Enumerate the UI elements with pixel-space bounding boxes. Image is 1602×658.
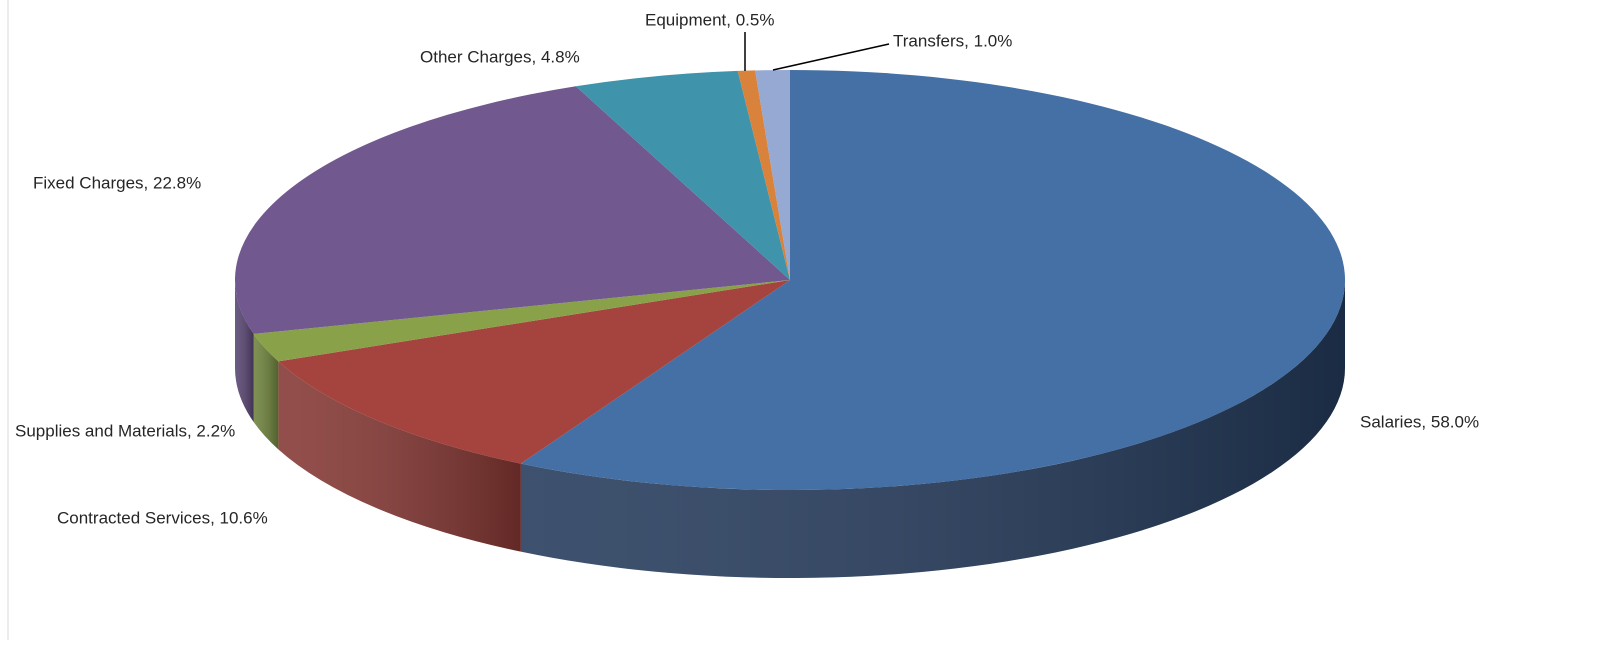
leader-line bbox=[772, 43, 890, 71]
data-label: Other Charges, 4.8% bbox=[420, 47, 580, 66]
labels: Salaries, 58.0% Contracted Services, 10.6… bbox=[15, 10, 1479, 527]
slice bbox=[253, 280, 790, 362]
pie-tops bbox=[234, 70, 1346, 490]
data-label: Supplies and Materials, 2.2% bbox=[15, 421, 235, 440]
slice-side-shade bbox=[235, 280, 254, 422]
data-label: Transfers, 1.0% bbox=[893, 31, 1012, 50]
slice bbox=[234, 86, 790, 334]
pie-sides bbox=[235, 280, 1345, 578]
data-label: Contracted Services, 10.6% bbox=[57, 508, 268, 527]
data-label: Fixed Charges, 22.8% bbox=[33, 173, 201, 192]
slice bbox=[575, 70, 790, 281]
slice-side-shade bbox=[520, 280, 1345, 578]
slice bbox=[278, 280, 790, 464]
slice bbox=[737, 70, 790, 280]
data-label: Salaries, 58.0% bbox=[1360, 412, 1479, 431]
slice-side-shade bbox=[278, 361, 521, 552]
slice-side-shade bbox=[253, 333, 279, 450]
data-label: Equipment, 0.5% bbox=[645, 10, 774, 29]
slice bbox=[520, 70, 1346, 490]
slice bbox=[755, 70, 790, 280]
